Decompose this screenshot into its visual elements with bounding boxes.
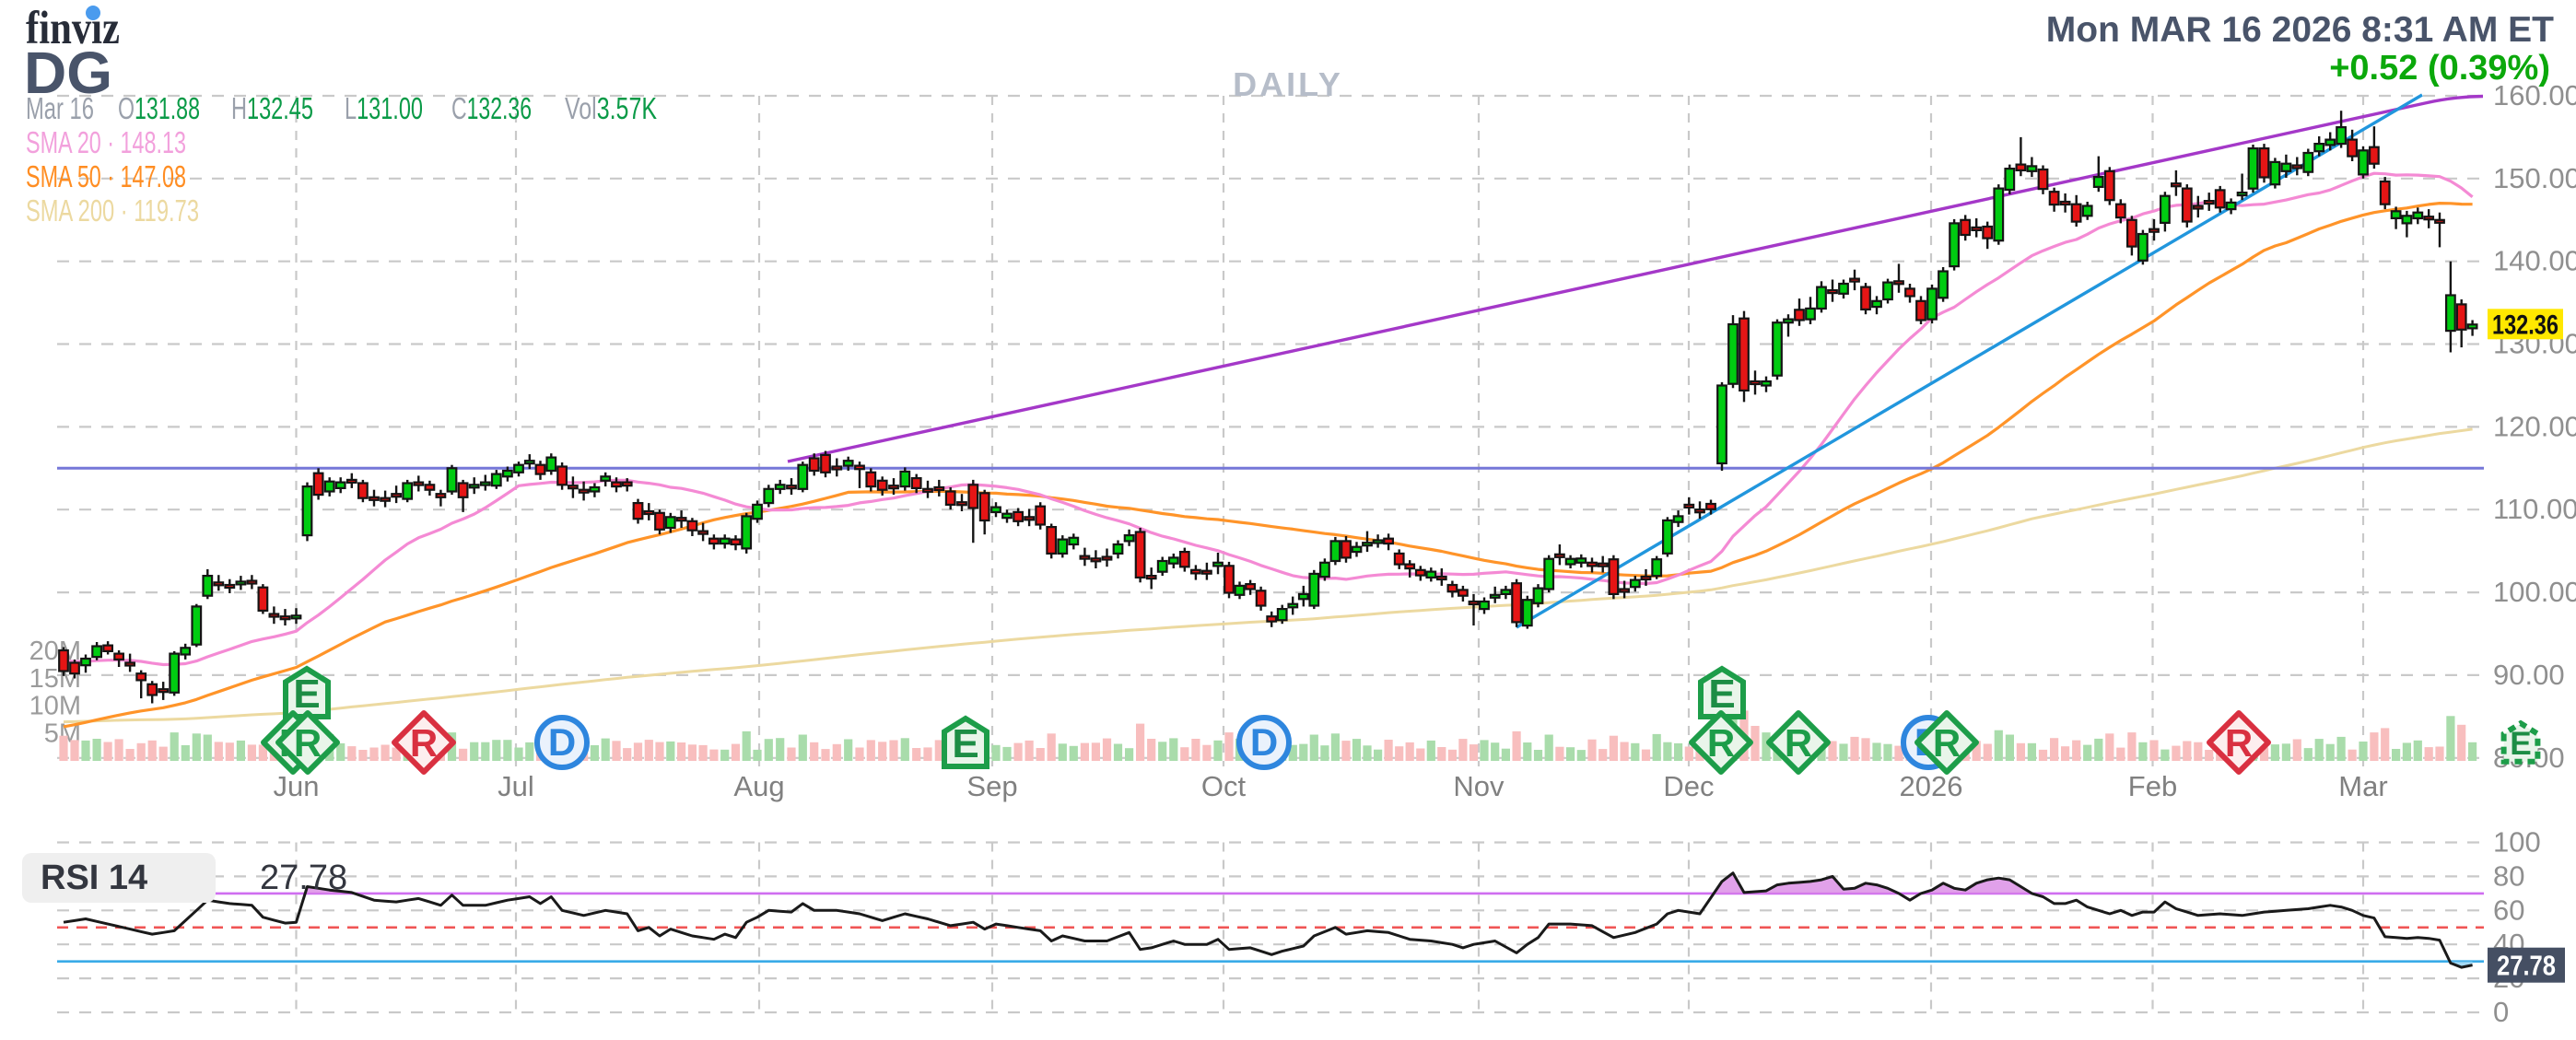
svg-text:27.78: 27.78 [260,859,347,897]
svg-text:+0.52 (0.39%): +0.52 (0.39%) [2329,49,2550,88]
svg-text:Aug: Aug [733,770,784,802]
svg-text:R: R [410,721,438,765]
svg-text:2026: 2026 [1900,770,1963,802]
svg-text:100: 100 [2493,826,2541,859]
svg-text:Mar 16: Mar 16 [26,91,94,125]
svg-text:Feb: Feb [2128,770,2177,802]
svg-text:DG: DG [24,40,112,106]
svg-text:120.00: 120.00 [2493,410,2576,442]
svg-text:O131.88: O131.88 [118,91,200,125]
svg-text:R: R [1933,721,1961,765]
svg-text:E: E [1708,672,1735,717]
svg-text:110.00: 110.00 [2493,493,2576,525]
svg-text:60: 60 [2493,894,2524,926]
svg-text:100.00: 100.00 [2493,576,2576,608]
svg-text:H132.45: H132.45 [231,91,313,125]
svg-text:140.00: 140.00 [2493,245,2576,277]
svg-text:R: R [1785,721,1812,765]
svg-text:132.36: 132.36 [2492,310,2558,340]
svg-text:E: E [952,721,978,766]
svg-text:160.00: 160.00 [2493,79,2576,111]
svg-text:80: 80 [2493,859,2524,892]
svg-text:Jul: Jul [498,770,534,802]
svg-text:90.00: 90.00 [2493,659,2565,691]
svg-text:E: E [293,672,320,717]
svg-text:SMA 200 · 119.73: SMA 200 · 119.73 [26,193,199,228]
svg-text:Oct: Oct [1201,770,1247,802]
svg-text:0: 0 [2493,996,2509,1028]
svg-text:10M: 10M [29,692,81,721]
svg-text:Mon MAR 16 2026 8:31 AM ET: Mon MAR 16 2026 8:31 AM ET [2046,10,2554,50]
svg-text:SMA 20 · 148.13: SMA 20 · 148.13 [26,125,186,159]
svg-text:finviz: finviz [26,3,120,54]
svg-text:R: R [1707,721,1735,765]
svg-text:D: D [1250,720,1278,764]
svg-text:RSI 14: RSI 14 [41,859,147,897]
svg-text:Vol3.57K: Vol3.57K [565,91,657,125]
svg-text:Sep: Sep [966,770,1017,802]
svg-text:R: R [2225,721,2253,765]
svg-text:Jun: Jun [274,770,320,802]
svg-text:Dec: Dec [1663,770,1714,802]
svg-text:L131.00: L131.00 [345,91,423,125]
svg-text:D: D [548,720,576,764]
svg-text:SMA 50 · 147.08: SMA 50 · 147.08 [26,159,186,193]
svg-text:R: R [294,721,322,765]
svg-text:DAILY: DAILY [1233,65,1343,103]
svg-text:Nov: Nov [1453,770,1505,802]
svg-text:C132.36: C132.36 [451,91,532,125]
svg-text:27.78: 27.78 [2497,950,2556,982]
svg-text:Mar: Mar [2338,770,2387,802]
svg-text:E: E [2510,726,2531,762]
svg-text:150.00: 150.00 [2493,162,2576,194]
